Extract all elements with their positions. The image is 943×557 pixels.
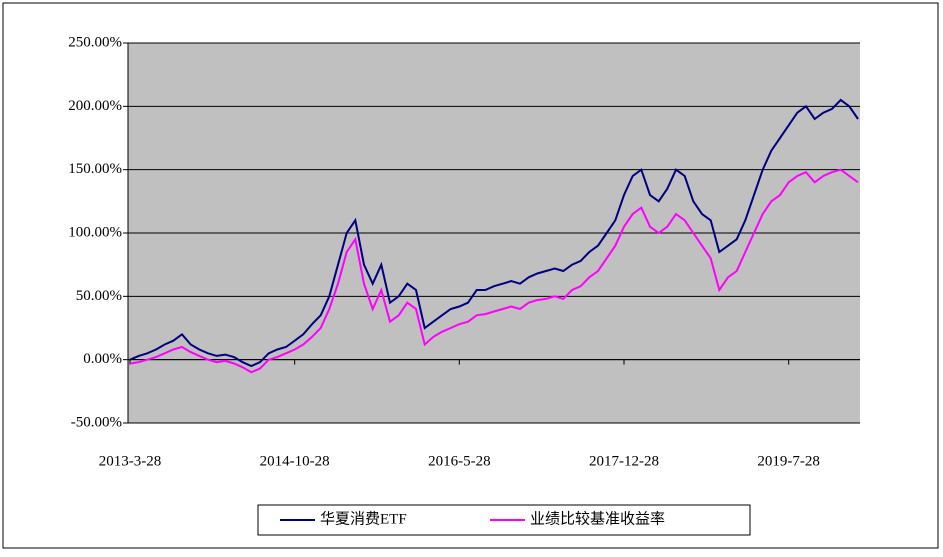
y-tick-label: 0.00% (83, 351, 122, 367)
y-tick-label: -50.00% (71, 414, 122, 430)
x-tick-label: 2017-12-28 (589, 453, 659, 469)
x-tick-label: 2013-3-28 (99, 453, 162, 469)
x-tick-label: 2019-7-28 (757, 453, 820, 469)
y-tick-label: 100.00% (68, 224, 122, 240)
line-series (129, 98, 859, 368)
y-tick-label: 200.00% (68, 98, 122, 114)
x-tick-label: 2016-5-28 (428, 453, 491, 469)
line-series (129, 168, 859, 374)
legend-label: 华夏消费ETF (320, 510, 407, 527)
y-tick-label: 50.00% (76, 288, 122, 304)
y-tick-label: 150.00% (68, 161, 122, 177)
legend-label: 业绩比较基准收益率 (530, 509, 665, 527)
x-tick-label: 2014-10-28 (260, 453, 330, 469)
y-tick-label: 250.00% (68, 34, 122, 50)
